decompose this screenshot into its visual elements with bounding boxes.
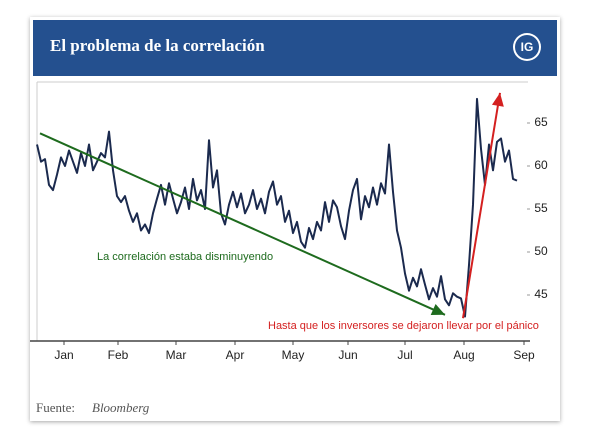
- logo-inner: [515, 35, 539, 59]
- x-tick-label: Apr: [226, 348, 245, 362]
- x-tick-label: Sep: [513, 348, 535, 362]
- y-tick-label: 60: [534, 158, 548, 172]
- annotation-label: Hasta que los inversores se dejaron llev…: [268, 320, 539, 332]
- header-bar: [33, 20, 557, 76]
- chart-title: El problema de la correlación: [50, 36, 265, 55]
- y-tick-label: 45: [534, 287, 548, 301]
- arrow-head: [430, 303, 445, 315]
- x-tick-label: May: [282, 348, 305, 362]
- source-label: Fuente:: [36, 400, 75, 415]
- y-tick-label: 55: [534, 201, 548, 215]
- y-tick-label: 50: [534, 244, 548, 258]
- x-tick-label: Feb: [108, 348, 129, 362]
- logo-text: IG: [521, 40, 534, 54]
- x-tick-label: Jan: [54, 348, 73, 362]
- price-line: [36, 97, 518, 318]
- arrow-head: [491, 92, 504, 107]
- source-name: Bloomberg: [92, 400, 150, 415]
- x-tick-label: Jun: [338, 348, 357, 362]
- x-tick-label: Jul: [397, 348, 412, 362]
- annotation-label: La correlación estaba disminuyendo: [97, 251, 273, 263]
- x-tick-label: Aug: [453, 348, 474, 362]
- x-tick-label: Mar: [166, 348, 187, 362]
- trend-arrow: [39, 132, 446, 316]
- y-tick-label: 65: [534, 115, 548, 129]
- trend-arrow: [462, 92, 501, 319]
